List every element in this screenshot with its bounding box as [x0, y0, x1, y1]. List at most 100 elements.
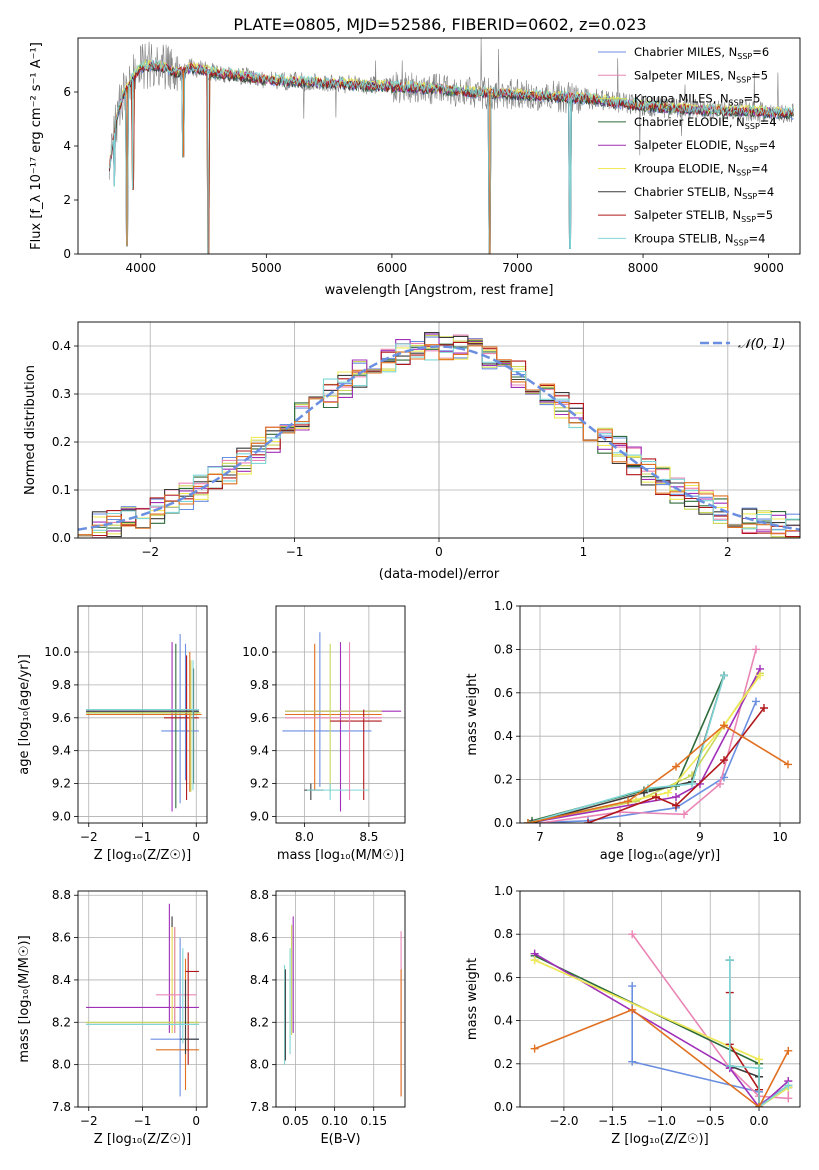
x-axis-label: age [log₁₀(age/yr)] — [600, 848, 721, 863]
y-tick-label: 9.0 — [52, 809, 71, 823]
errorbar-points — [86, 633, 202, 812]
y-tick-label: 8.0 — [250, 1058, 269, 1072]
x-tick-label: 0 — [192, 1114, 200, 1128]
weight-point-marker — [628, 1057, 637, 1066]
y-axis-label: age [log₁₀(age/yr)] — [17, 654, 32, 775]
x-tick-label: 0.10 — [321, 1114, 348, 1128]
y-tick-label: 9.8 — [52, 678, 71, 692]
y-tick-label: 8.4 — [52, 973, 71, 987]
plot-frame — [519, 890, 801, 1108]
plot-area — [78, 38, 800, 254]
plot-area — [520, 891, 800, 1107]
x-axis-label: (data-model)/error — [379, 567, 500, 582]
x-tick-label: −1 — [286, 545, 304, 559]
errorbar-points — [282, 632, 402, 812]
weight-point-marker — [755, 1055, 764, 1064]
weight-point-marker — [784, 1094, 793, 1103]
weight-point-marker — [756, 671, 764, 680]
chart-age-vs-mass: 8.0 8.5 9.0 9.2 9.4 9.6 9.8 10.0 mass [log₁₀(M/M… — [242, 605, 406, 863]
y-tick-label: 0.4 — [494, 729, 513, 743]
y-tick-label: 9.6 — [250, 711, 269, 725]
y-tick-label: 0.4 — [52, 339, 71, 353]
plot-area — [276, 891, 405, 1107]
y-tick-label: 0.0 — [494, 816, 513, 830]
y-tick-label: 9.6 — [52, 711, 71, 725]
weight-point-marker — [628, 1005, 637, 1014]
y-tick-label: 8.8 — [250, 888, 269, 902]
weight-point-marker — [720, 756, 728, 765]
weight-series-line — [527, 668, 761, 823]
y-tick-label: 9.4 — [52, 744, 71, 758]
y-tick-label: 9.8 — [250, 678, 269, 692]
y-tick-label: 6 — [63, 85, 71, 99]
figure-title: PLATE=0805, MJD=52586, FIBERID=0602, z=0… — [233, 15, 646, 34]
x-tick-label: 10 — [772, 830, 787, 844]
y-tick-label: 10.0 — [242, 645, 269, 659]
chart-spectrum: 4000 5000 6000 7000 8000 9000 0 2 4 6 wavelength [… — [29, 37, 801, 298]
normal-reference-curve — [78, 345, 800, 531]
y-tick-label: 8.6 — [250, 931, 269, 945]
legend-label: Chabrier ELODIE, NSSP=4 — [634, 115, 777, 131]
y-tick-label: 10.0 — [44, 645, 71, 659]
weight-point-marker — [784, 1046, 793, 1055]
weight-point-marker — [624, 797, 632, 806]
x-tick-label: 1 — [580, 545, 588, 559]
y-tick-label: 0.3 — [52, 387, 71, 401]
legend-label: Salpeter ELODIE, NSSP=4 — [634, 138, 776, 154]
x-tick-label: −1 — [134, 830, 152, 844]
chart-age-vs-Z: −2 −1 0 9.0 9.2 9.4 9.6 9.8 10.0 Z [log₁₀(Z/Z☉)] a… — [17, 605, 208, 863]
weight-point-marker — [755, 1064, 764, 1073]
x-tick-label: 7 — [536, 830, 544, 844]
y-tick-label: 7.8 — [250, 1100, 269, 1114]
legend-label: 𝒩(0, 1) — [738, 337, 785, 352]
x-tick-label: −2.0 — [549, 1114, 578, 1128]
y-tick-label: 9.0 — [250, 809, 269, 823]
x-tick-label: 8 — [616, 830, 624, 844]
y-axis-label: Normed distribution — [23, 365, 38, 495]
y-tick-label: 1.0 — [494, 599, 513, 613]
x-tick-label: −1.5 — [598, 1114, 627, 1128]
x-tick-label: 9000 — [753, 261, 784, 275]
x-axis-label: Z [log₁₀(Z/Z☉)] — [611, 1132, 708, 1147]
weight-point-marker — [664, 788, 672, 797]
y-tick-label: 9.4 — [250, 744, 269, 758]
x-tick-label: −2 — [80, 830, 98, 844]
x-tick-label: 8.5 — [359, 830, 378, 844]
weight-point-marker — [725, 956, 734, 965]
weight-series-line — [527, 675, 725, 823]
y-tick-label: 1.0 — [494, 884, 513, 898]
x-tick-label: −1 — [134, 1114, 152, 1128]
y-axis-label: mass [log₁₀(M/M☉)] — [17, 935, 32, 1062]
y-tick-label: 8.2 — [250, 1015, 269, 1029]
x-tick-label: 0.05 — [282, 1114, 309, 1128]
weight-point-marker — [688, 779, 696, 788]
legend-label: Chabrier MILES, NSSP=6 — [634, 45, 769, 61]
chart-mass-weight-vs-Z: −2.0 −1.5 −1.0 −0.5 0.0 0.0 0.2 0.4 0.6 0.8 1.0 Z [… — [465, 884, 801, 1147]
weight-point-marker — [628, 982, 637, 991]
x-axis-label: Z [log₁₀(Z/Z☉)] — [94, 1132, 191, 1147]
x-tick-label: 4000 — [126, 261, 157, 275]
weight-point-marker — [530, 956, 539, 965]
legend-label: Chabrier STELIB, NSSP=4 — [634, 185, 774, 201]
chart-residuals: −2 −1 0 1 2 0.0 0.1 0.2 0.3 0.4 (data-model)/error… — [23, 321, 801, 582]
y-tick-label: 8.8 — [52, 888, 71, 902]
errorbar-points — [284, 916, 402, 1097]
weight-point-marker — [720, 721, 728, 730]
x-tick-label: 5000 — [251, 261, 282, 275]
y-tick-label: 8.4 — [250, 973, 269, 987]
weight-series — [524, 645, 792, 823]
model-spectrum-line — [108, 59, 794, 254]
y-axis-label: Flux [f_λ 10⁻¹⁷ erg cm⁻² s⁻¹ A⁻¹] — [29, 42, 44, 250]
weight-series-line — [534, 1008, 790, 1107]
plot-frame — [77, 321, 801, 539]
y-tick-label: 8.6 — [52, 931, 71, 945]
errorbar-points — [86, 903, 199, 1097]
weight-point-marker — [672, 792, 680, 801]
weight-point-marker — [524, 819, 532, 823]
weight-point-marker — [784, 1081, 793, 1090]
weight-point-marker — [680, 810, 688, 819]
x-tick-label: 0 — [192, 830, 200, 844]
x-tick-label: 8.0 — [295, 830, 314, 844]
y-tick-label: 9.2 — [52, 777, 71, 791]
